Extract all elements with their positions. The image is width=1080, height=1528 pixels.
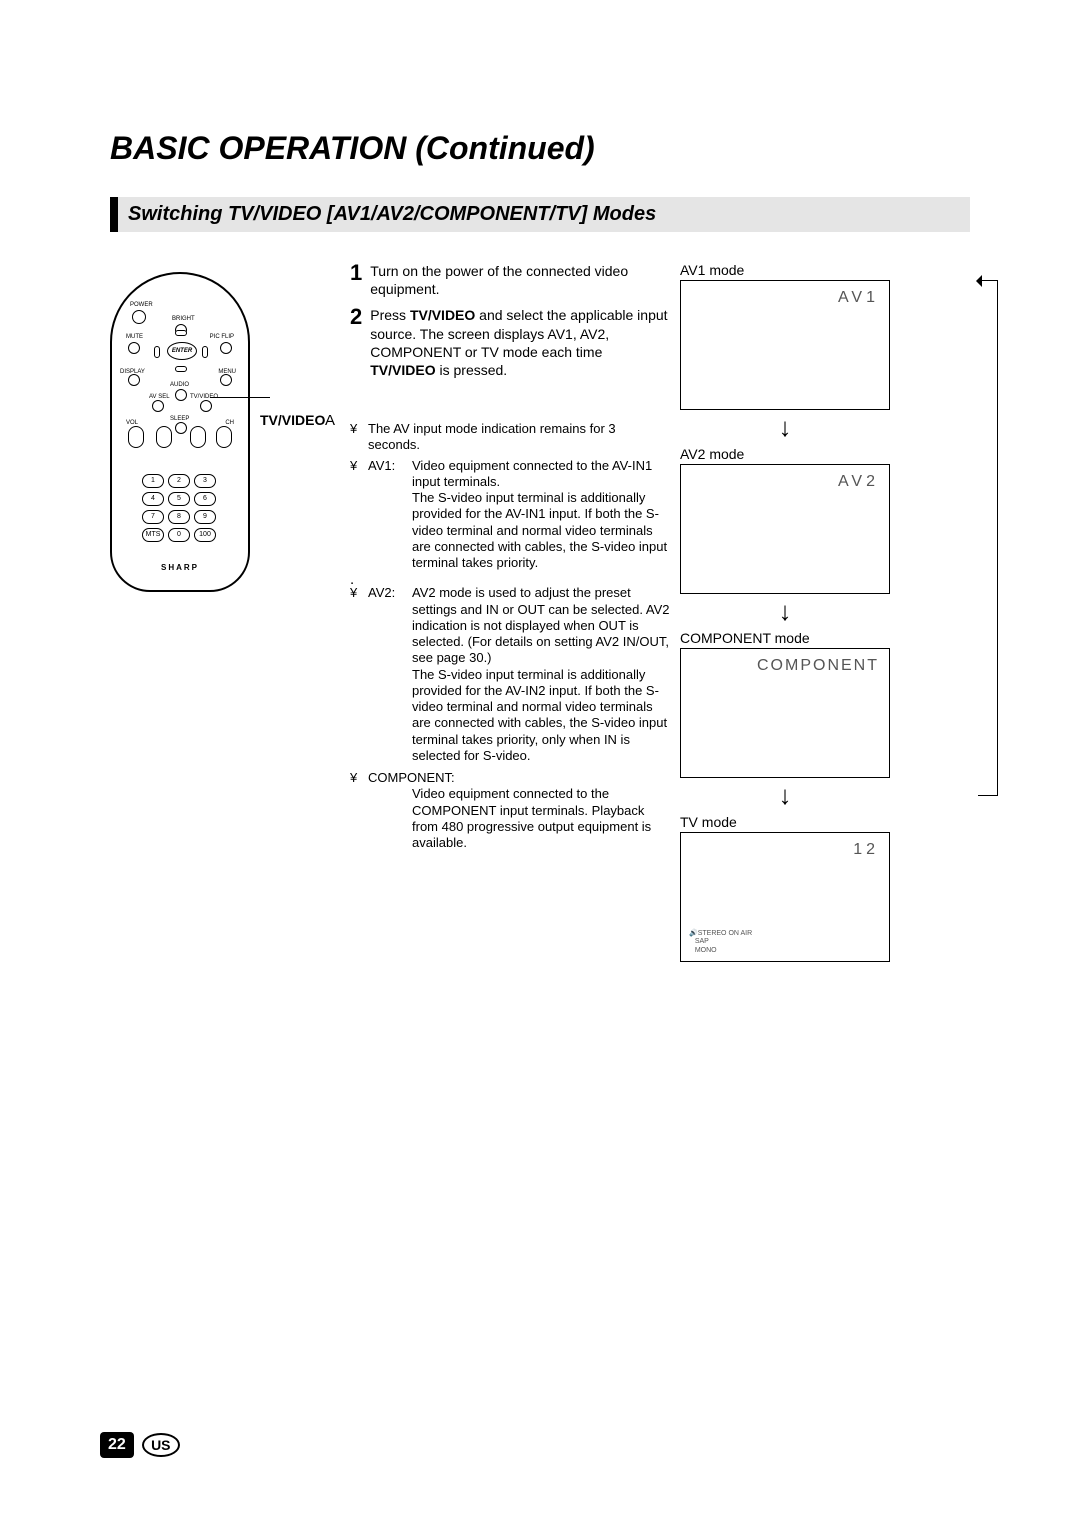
keypad-0: 0 xyxy=(168,528,190,542)
avsel-icon xyxy=(152,400,164,412)
ch-rocker xyxy=(216,426,232,448)
screen-component: COMPONENT mode COMPONENT xyxy=(680,630,970,778)
mid-rocker-2 xyxy=(190,426,206,448)
keypad-8: 8 xyxy=(168,510,190,524)
bold: TV/VIDEO xyxy=(410,307,475,323)
note-text: Video equipment connected to the AV-IN1 … xyxy=(412,458,670,572)
bullet-icon: ¥ xyxy=(350,458,364,572)
note-label: COMPONENT: xyxy=(368,770,670,786)
vol-rocker xyxy=(128,426,144,448)
remote-label-avsel: AV SEL xyxy=(149,394,170,400)
remote-label-bright: BRIGHT xyxy=(172,316,195,322)
keypad-9: 9 xyxy=(194,510,216,524)
screen-box: AV2 xyxy=(680,464,890,594)
bullet-icon: ¥ xyxy=(350,421,364,454)
mute-icon xyxy=(128,342,140,354)
bullet-icon: ¥ xyxy=(350,585,364,764)
note-text: AV2 mode is used to adjust the preset se… xyxy=(412,585,670,764)
menu-icon xyxy=(220,374,232,386)
enter-button: ENTER xyxy=(167,342,197,360)
return-arrow xyxy=(978,280,998,796)
region-badge: US xyxy=(142,1433,180,1457)
note-label: AV1: xyxy=(368,458,408,572)
tvvideo-callout: TV/VIDEO xyxy=(260,412,325,428)
remote-keypad: 1 2 3 4 5 6 7 8 9 MTS 0 100 xyxy=(142,474,216,542)
keypad-3: 3 xyxy=(194,474,216,488)
step-number: 1 xyxy=(350,262,362,298)
remote-column: POWER BRIGHT MUTE PIC FLIP ENTER DISPLAY… xyxy=(110,262,340,966)
screen-text: 12 xyxy=(853,841,879,859)
down-icon xyxy=(175,366,187,372)
audio-icon xyxy=(175,389,187,401)
display-icon xyxy=(128,374,140,386)
screen-tv: TV mode 12 🔊STEREO ON AIR SAP MONO xyxy=(680,814,970,962)
keypad-mts: MTS xyxy=(142,528,164,542)
note-component: ¥ COMPONENT: Video equipment connected t… xyxy=(350,770,670,851)
step-body: Turn on the power of the connected video… xyxy=(370,262,670,298)
remote-label-ch: CH xyxy=(225,420,234,426)
sleep-icon xyxy=(175,422,187,434)
screen-label: AV1 mode xyxy=(680,262,970,278)
step-1: 1 Turn on the power of the connected vid… xyxy=(350,262,670,298)
down-arrow-icon: ↓ xyxy=(680,782,890,808)
remote-label-power: POWER xyxy=(130,302,153,308)
screen-box: AV1 xyxy=(680,280,890,410)
section-heading: Switching TV/VIDEO [AV1/AV2/COMPONENT/TV… xyxy=(110,197,970,232)
screen-av1: AV1 mode AV1 xyxy=(680,262,970,410)
mid-rocker-1 xyxy=(156,426,172,448)
keypad-100: 100 xyxy=(194,528,216,542)
step-2: 2 Press TV/VIDEO and select the applicab… xyxy=(350,306,670,379)
screen-box: COMPONENT xyxy=(680,648,890,778)
callout-a: A xyxy=(325,412,335,429)
screen-audio-text: 🔊STEREO ON AIR SAP MONO xyxy=(689,930,752,955)
keypad-5: 5 xyxy=(168,492,190,506)
remote-label-picflip: PIC FLIP xyxy=(210,334,234,340)
tvvideo-icon xyxy=(200,400,212,412)
note-label: AV2: xyxy=(368,585,408,764)
keypad-2: 2 xyxy=(168,474,190,488)
remote-logo: SHARP xyxy=(112,563,248,572)
content-columns: POWER BRIGHT MUTE PIC FLIP ENTER DISPLAY… xyxy=(110,262,970,966)
page-footer: 22 US xyxy=(100,1432,180,1458)
note-av1: ¥ AV1: Video equipment connected to the … xyxy=(350,458,670,572)
power-icon xyxy=(132,310,146,324)
note-1: ¥ The AV input mode indication remains f… xyxy=(350,421,670,454)
note-text: The AV input mode indication remains for… xyxy=(368,421,670,454)
note-text: Video equipment connected to the COMPONE… xyxy=(368,786,670,851)
text-column: 1 Turn on the power of the connected vid… xyxy=(350,262,670,966)
page-title: BASIC OPERATION (Continued) xyxy=(110,130,970,167)
page-number: 22 xyxy=(100,1432,134,1458)
diagram-column: AV1 mode AV1 ↓ AV2 mode AV2 ↓ COMPONENT … xyxy=(680,262,970,966)
keypad-4: 4 xyxy=(142,492,164,506)
remote-label-audio: AUDIO xyxy=(170,382,189,388)
screen-text: AV2 xyxy=(838,473,879,491)
screen-text: AV1 xyxy=(838,289,879,307)
keypad-7: 7 xyxy=(142,510,164,524)
remote-label-mute: MUTE xyxy=(126,334,143,340)
callout-line xyxy=(210,397,270,398)
screen-text: COMPONENT xyxy=(757,657,879,675)
note-av2: ¥ AV2: AV2 mode is used to adjust the pr… xyxy=(350,585,670,764)
step-body: Press TV/VIDEO and select the applicable… xyxy=(370,306,670,379)
keypad-1: 1 xyxy=(142,474,164,488)
screen-label: TV mode xyxy=(680,814,970,830)
left-icon xyxy=(154,346,160,358)
down-arrow-icon: ↓ xyxy=(680,414,890,440)
screen-label: AV2 mode xyxy=(680,446,970,462)
picflip-icon xyxy=(220,342,232,354)
up-icon xyxy=(175,330,187,336)
keypad-6: 6 xyxy=(194,492,216,506)
right-icon xyxy=(202,346,208,358)
screen-label: COMPONENT mode xyxy=(680,630,970,646)
step-number: 2 xyxy=(350,306,362,379)
down-arrow-icon: ↓ xyxy=(680,598,890,624)
bold: TV/VIDEO xyxy=(370,362,435,378)
remote-diagram: POWER BRIGHT MUTE PIC FLIP ENTER DISPLAY… xyxy=(110,272,250,592)
bullet-icon: ¥ xyxy=(350,770,364,851)
screen-av2: AV2 mode AV2 xyxy=(680,446,970,594)
screen-box: 12 🔊STEREO ON AIR SAP MONO xyxy=(680,832,890,962)
